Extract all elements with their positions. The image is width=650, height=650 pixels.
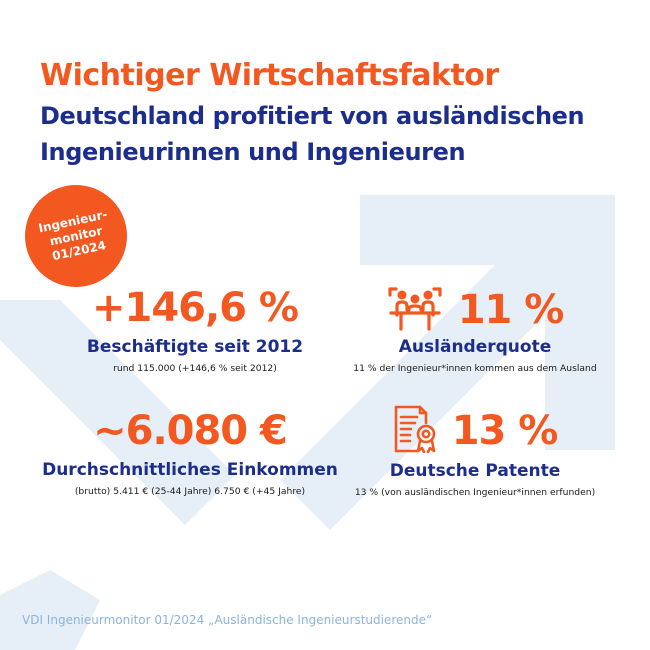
patents-subtext: 13 % (von ausländischen Ingenieur*innen … (354, 487, 596, 498)
income-subtext: (brutto) 5.411 € (25-44 Jahre) 6.750 € (… (74, 486, 306, 497)
foreign-quota-title: Ausländerquote (398, 337, 552, 357)
page-subtitle: Deutschland profitiert von ausländischen… (40, 102, 585, 166)
foreign-quota-subtext: 11 % der Ingenieur*innen kommen aus dem … (353, 363, 597, 374)
stat-employment: +146,6 % Beschäftigte seit 2012 rund 115… (60, 285, 330, 374)
employment-value: +146,6 % (91, 285, 299, 331)
employment-title: Beschäftigte seit 2012 (86, 337, 304, 357)
source-footer: VDI Ingenieurmonitor 01/2024 „Ausländisc… (22, 613, 433, 627)
foreign-quota-value: 11 % (457, 287, 565, 333)
stat-foreign-quota: 11 % Ausländerquote 11 % der Ingenieur*i… (330, 285, 620, 374)
income-title: Durchschnittliches Einkommen (42, 460, 338, 480)
page-title: Wichtiger Wirtschaftsfaktor (40, 58, 499, 93)
certificate-icon (393, 405, 439, 457)
people-meeting-icon (387, 285, 443, 335)
employment-subtext: rund 115.000 (+146,6 % seit 2012) (113, 363, 277, 374)
patents-value: 13 % (451, 408, 559, 454)
income-value: ~6.080 € (93, 408, 288, 454)
patents-title: Deutsche Patente (389, 461, 561, 481)
stat-patents: 13 % Deutsche Patente 13 % (von ausländi… (330, 405, 620, 498)
stat-income: ~6.080 € Durchschnittliches Einkommen (b… (40, 408, 340, 497)
